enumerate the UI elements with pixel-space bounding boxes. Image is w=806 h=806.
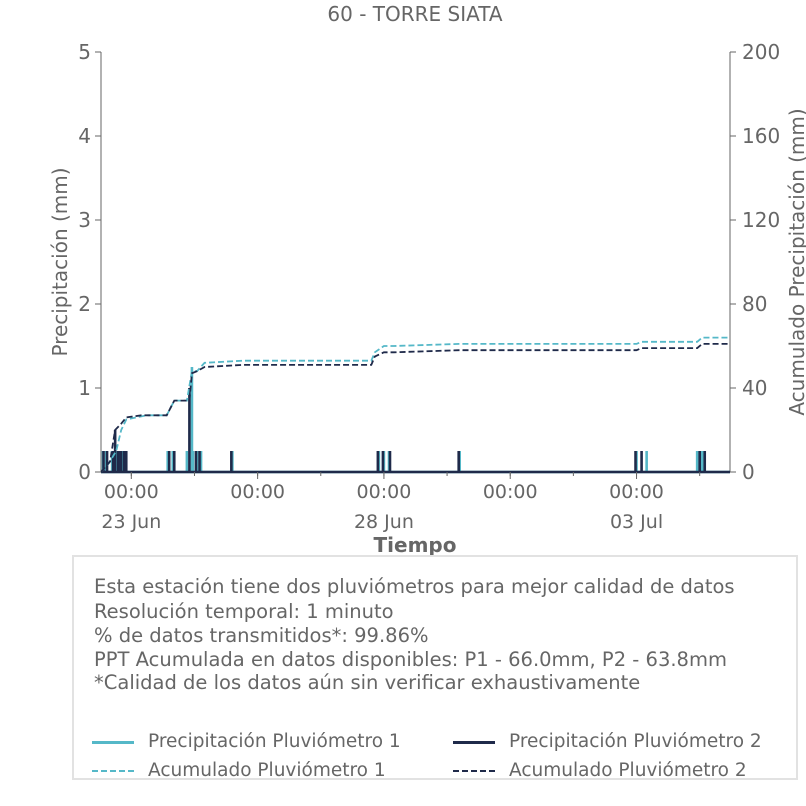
- y2-tick-label: 160: [742, 124, 780, 148]
- x-axis-label: Tiempo: [374, 533, 457, 555]
- y-axis-label: Precipitación (mm): [48, 167, 72, 356]
- info-line-accumulated: PPT Acumulada en datos disponibles: P1 -…: [94, 648, 727, 671]
- y2-tick-label: 40: [742, 376, 767, 400]
- series-layer: [101, 336, 730, 474]
- y2-tick-label: 120: [742, 208, 780, 232]
- rainfall-chart: 60 - TORRE SIATA 0 1 2 3 4 5 0 40 80 120 160 200 00:…: [48, 2, 806, 555]
- y2-tick-label: 200: [742, 40, 780, 64]
- series-4-cumulative-line: [101, 342, 730, 473]
- info-line-resolution: Resolución temporal: 1 minuto: [94, 600, 394, 623]
- y-tick-label: 3: [78, 208, 91, 232]
- info-line-quality: *Calidad de los datos aún sin verificar …: [94, 671, 641, 694]
- chart-axes: [100, 52, 731, 473]
- chart-title: 60 - TORRE SIATA: [327, 2, 503, 26]
- x-tick-label: 00:00: [357, 481, 412, 503]
- x-tick-label: 00:00: [483, 481, 538, 503]
- y2-axis-label: Acumulado Precipitación (mm): [785, 108, 806, 415]
- info-line-transmitted: % de datos transmitidos*: 99.86%: [94, 624, 429, 647]
- x-tick-label: 00:00: [104, 481, 159, 503]
- legend-label-acc2: Acumulado Pluviómetro 2: [509, 760, 747, 781]
- legend-swatch-p2: [453, 741, 495, 744]
- legend-label-acc1: Acumulado Pluviómetro 1: [148, 760, 386, 781]
- series-2-spikes: [101, 388, 730, 474]
- y-tick-label: 0: [78, 460, 91, 484]
- series-3-cumulative-line: [101, 336, 730, 473]
- x-date-label: 28 Jun: [354, 511, 414, 533]
- x-tick-label: 00:00: [230, 481, 285, 503]
- y-tick-label: 4: [78, 124, 91, 148]
- y-tick-label: 2: [78, 292, 91, 316]
- plot-area: [101, 336, 730, 474]
- legend-swatch-p1: [92, 741, 134, 744]
- y2-tick-label: 0: [742, 460, 755, 484]
- x-date-label: 03 Jul: [610, 511, 663, 533]
- y-tick-label: 1: [78, 376, 91, 400]
- ticks-layer: 0 1 2 3 4 5 0 40 80 120 160 200 00:00 23 Jun 00:00 00:0…: [78, 40, 780, 533]
- y2-tick-label: 80: [742, 292, 767, 316]
- info-line-stations: Esta estación tiene dos pluviómetros par…: [94, 575, 735, 598]
- y-tick-label: 5: [78, 40, 91, 64]
- info-box: Esta estación tiene dos pluviómetros par…: [72, 555, 798, 781]
- x-tick-label: 00:00: [609, 481, 664, 503]
- x-date-label: 23 Jun: [101, 511, 161, 533]
- legend-label-p2: Precipitación Pluviómetro 2: [509, 731, 762, 752]
- legend-label-p1: Precipitación Pluviómetro 1: [148, 731, 401, 752]
- legend-swatch-acc1: [92, 770, 134, 772]
- legend-swatch-acc2: [453, 770, 495, 772]
